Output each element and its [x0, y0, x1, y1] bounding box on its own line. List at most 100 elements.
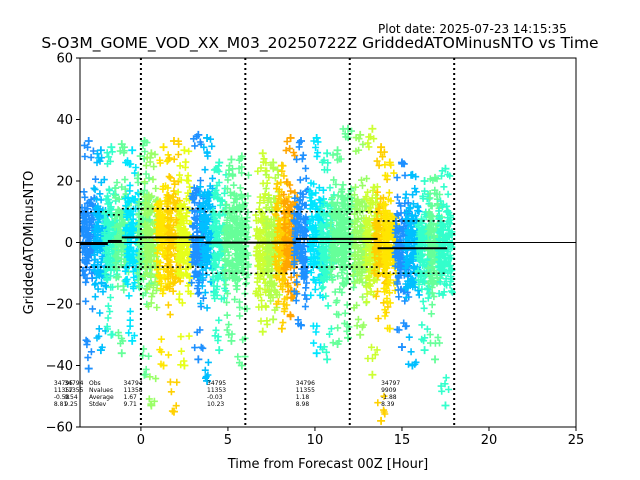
scatter-extreme-28-1 [397, 158, 406, 167]
scatter-extreme-4-1 [128, 146, 137, 155]
scatter-extreme-2-1 [107, 143, 116, 152]
scatter-extreme-11-1 [203, 133, 212, 142]
stats-value-5-1: 9909 [381, 387, 396, 394]
x-axis-label: Time from Forecast 00Z [Hour] [227, 457, 429, 472]
stats-value-2-1: 11358 [124, 387, 143, 394]
x-tick-label-1: 5 [224, 433, 232, 448]
stats-value-0-0: 34795 [54, 380, 73, 387]
stats-value-0-1: 11357 [54, 387, 73, 394]
scatter-extreme-24-0 [356, 330, 365, 339]
scatter-extreme-4-0 [128, 336, 137, 345]
plot-area [80, 124, 456, 425]
stats-value-1-0: 34794 [64, 380, 83, 387]
scatter-extreme-30-0 [420, 346, 429, 355]
scatter-extreme-16-0 [269, 315, 278, 324]
stats-value-1-2: 0.54 [64, 394, 78, 401]
stats-row-label-2: Average [89, 394, 114, 401]
scatter-extreme-15-1 [258, 149, 267, 158]
scatter-extreme-10-0 [194, 355, 203, 364]
scatter-column-14 [231, 152, 253, 370]
scatter-extreme-21-0 [323, 355, 332, 364]
scatter-extreme-15-0 [258, 327, 267, 336]
y-tick-label-0: −60 [46, 421, 73, 436]
x-tick-label-4: 20 [481, 433, 498, 448]
scatter-extreme-32-0 [441, 401, 450, 410]
scatter-extreme-9-0 [180, 361, 189, 370]
scatter-extreme-20-1 [312, 133, 321, 142]
x-tick-label-3: 15 [394, 433, 411, 448]
scatter-extreme-18-1 [286, 133, 295, 142]
chart-title: S-O3M_GOME_VOD_XX_M03_20250722Z GriddedA… [41, 34, 599, 52]
stats-value-0-3: 8.81 [54, 401, 68, 408]
plot-date: Plot date: 2025-07-23 14:15:35 [378, 22, 567, 36]
scatter-extreme-1-0 [96, 346, 105, 355]
scatter-extreme-30-1 [420, 177, 429, 185]
scatter-extreme-27-1 [385, 158, 394, 167]
scatter-extreme-3-1 [117, 140, 126, 149]
y-tick-label-3: 0 [65, 236, 73, 251]
stats-row-label-1: Nvalues [89, 387, 113, 394]
scatter-extreme-3-0 [117, 349, 126, 358]
stats-value-4-2: 1.18 [296, 394, 310, 401]
stats-value-2-3: 9.71 [124, 401, 138, 408]
y-tick-label-6: 60 [56, 52, 73, 67]
scatter-extreme-7-0 [159, 361, 168, 370]
scatter-extreme-0-0 [84, 364, 93, 373]
scatter-extreme-14-1 [237, 152, 246, 161]
scatter-extreme-22-1 [333, 146, 342, 155]
stats-value-5-3: 8.39 [381, 401, 395, 408]
scatter-extreme-24-1 [356, 130, 365, 139]
scatter-points-1 [90, 150, 112, 351]
scatter-extreme-7-1 [159, 143, 168, 152]
scatter-extreme-13-1 [227, 155, 236, 164]
scatter-extreme-1-1 [96, 146, 105, 155]
scatter-extreme-17-1 [277, 161, 286, 170]
y-tick-label-2: −20 [46, 298, 73, 313]
x-tick-label-2: 10 [307, 433, 324, 448]
scatter-extreme-11-0 [203, 376, 212, 385]
y-axis-label: GriddedATOMinusNTO [22, 171, 37, 315]
scatter-extreme-32-1 [441, 164, 450, 173]
y-tick-label-4: 20 [56, 175, 73, 190]
scatter-extreme-6-0 [147, 401, 156, 410]
scatter-extreme-21-1 [323, 149, 332, 158]
scatter-column-32 [435, 164, 456, 410]
scatter-extreme-12-0 [215, 346, 224, 355]
scatter-extreme-8-0 [169, 407, 178, 416]
scatter-points-32 [435, 167, 456, 395]
scatter-column-19 [290, 137, 312, 330]
scatter-extreme-6-1 [147, 149, 156, 158]
scatter-extreme-13-0 [227, 336, 236, 345]
scatter-extreme-9-1 [180, 146, 189, 155]
stats-row-label-0: Obs [89, 380, 101, 387]
scatter-extreme-2-0 [107, 330, 116, 339]
stats-value-3-2: -0.03 [207, 394, 223, 401]
scatter-extreme-26-0 [377, 416, 386, 425]
scatter-extreme-22-0 [333, 339, 342, 348]
scatter-extreme-31-0 [431, 355, 440, 364]
scatter-extreme-27-0 [385, 324, 394, 333]
stats-value-1-1: 11355 [64, 387, 83, 394]
stats-value-1-3: 9.25 [64, 401, 78, 408]
scatter-points-29 [402, 171, 423, 368]
stats-value-4-0: 34796 [296, 380, 315, 387]
scatter-column-2 [100, 143, 122, 339]
scatter-extreme-23-0 [344, 333, 353, 342]
stats-value-2-0: 34794 [124, 380, 143, 387]
scatter-points-2 [100, 148, 122, 338]
stats-value-5-0: 34797 [381, 380, 400, 387]
stats-value-3-0: 34795 [207, 380, 226, 387]
scatter-extreme-16-1 [269, 158, 278, 167]
scatter-extreme-12-1 [215, 158, 224, 167]
scatter-extreme-19-1 [297, 137, 306, 146]
scatter-extreme-8-1 [169, 137, 178, 146]
stats-value-2-2: 1.67 [124, 394, 138, 401]
stats-value-3-1: 11353 [207, 387, 226, 394]
scatter-extreme-26-1 [377, 143, 386, 152]
x-tick-label-5: 25 [568, 433, 585, 448]
scatter-extreme-25-1 [368, 124, 377, 133]
scatter-extreme-14-0 [237, 361, 246, 370]
scatter-extreme-17-0 [277, 324, 286, 333]
y-tick-label-5: 40 [56, 113, 73, 128]
x-tick-label-0: 0 [137, 433, 145, 448]
